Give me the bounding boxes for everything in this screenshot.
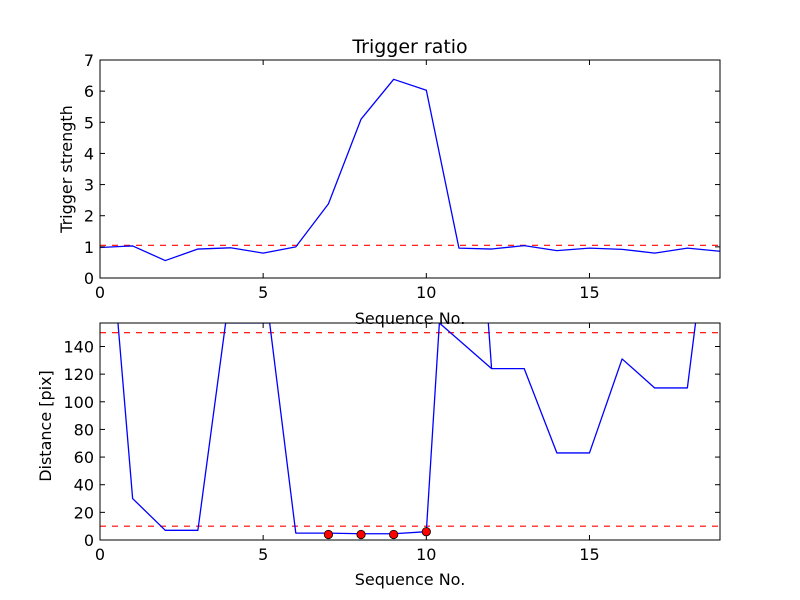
distance-chart: 0 5 10 15 0 20 40 60 80 100 120 140 Sequence No. Di… (36, 322, 721, 589)
data-point-marker (356, 529, 366, 540)
data-point-marker (421, 527, 431, 537)
axis-ticks: 0 5 10 15 0 1 2 3 4 5 6 7 (84, 51, 720, 302)
y-tick-label: 1 (84, 238, 94, 257)
axes-frame (99, 322, 721, 541)
series-line (100, 78, 720, 262)
y-tick-label: 7 (84, 51, 94, 70)
y-axis-label: Trigger strength (57, 105, 76, 234)
x-axis-label: Sequence No. (355, 570, 466, 589)
y-tick-label: 6 (84, 82, 94, 101)
y-tick-label: 3 (84, 176, 94, 195)
y-tick-label: 120 (63, 365, 94, 384)
y-tick-label: 80 (74, 420, 94, 439)
x-tick-label: 0 (95, 545, 105, 564)
x-tick-label: 10 (416, 545, 436, 564)
data-point-marker (389, 529, 399, 540)
y-tick-label: 2 (84, 207, 94, 226)
chart-title: Trigger ratio (351, 36, 467, 58)
series-line (117, 323, 697, 535)
axis-ticks: 0 5 10 15 0 20 40 60 80 100 120 140 (63, 323, 720, 564)
x-tick-label: 0 (95, 283, 105, 302)
series-line (487, 323, 493, 369)
y-tick-label: 4 (84, 144, 94, 163)
x-tick-label: 15 (579, 283, 599, 302)
y-axis-label: Distance [pix] (36, 370, 55, 482)
x-tick-label: 10 (416, 283, 436, 302)
x-tick-label: 5 (258, 545, 268, 564)
axes-frame (99, 59, 721, 279)
y-tick-label: 20 (74, 503, 94, 522)
x-tick-label: 5 (258, 283, 268, 302)
plot-area (100, 78, 720, 262)
y-tick-label: 0 (84, 269, 94, 288)
x-tick-label: 15 (579, 545, 599, 564)
plot-area (100, 323, 720, 535)
y-tick-label: 140 (63, 337, 94, 356)
y-tick-label: 100 (63, 393, 94, 412)
x-axis-label: Sequence No. (355, 309, 466, 328)
data-point-marker (323, 529, 334, 540)
y-tick-label: 0 (84, 531, 94, 550)
y-tick-label: 60 (74, 448, 94, 467)
y-tick-label: 40 (74, 476, 94, 495)
y-tick-label: 5 (84, 113, 94, 132)
